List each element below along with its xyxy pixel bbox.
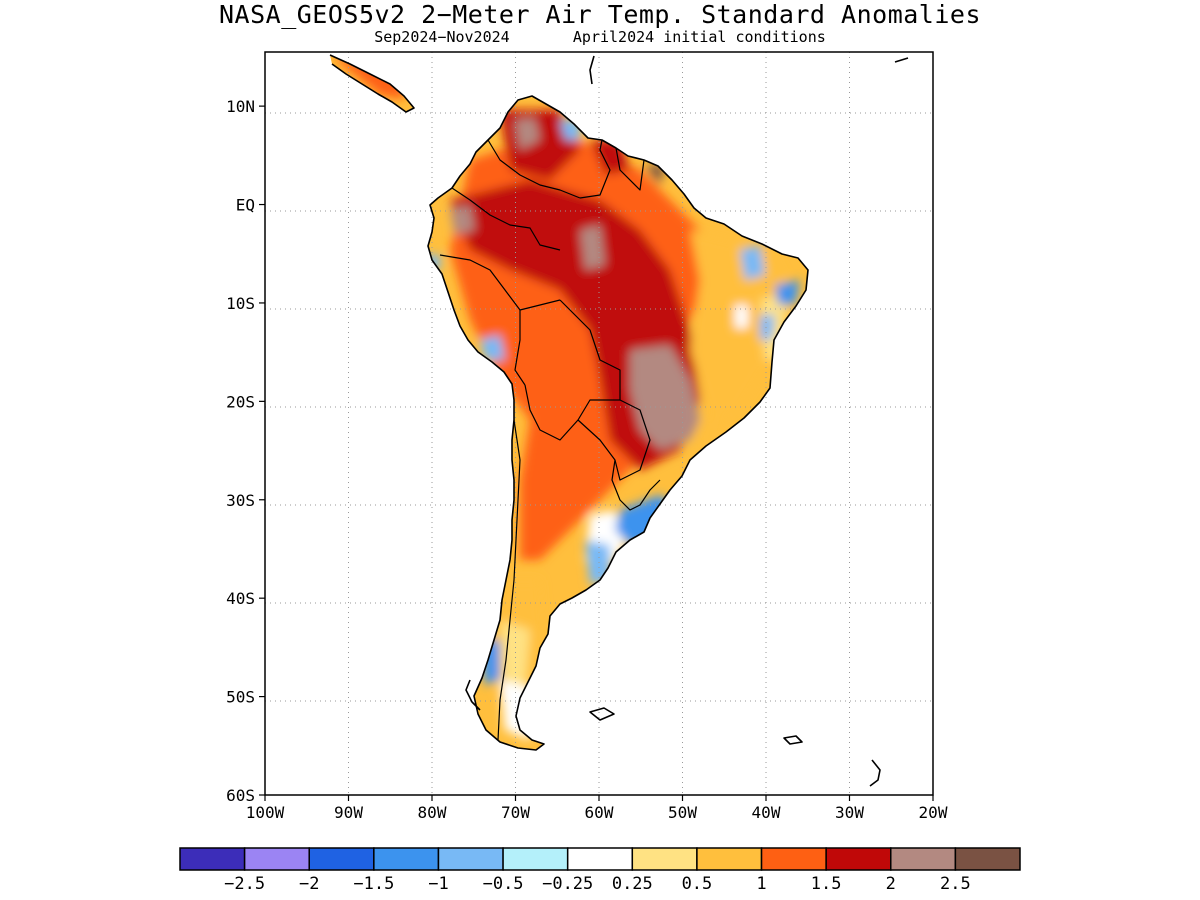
- colorbar-label: −1: [428, 874, 448, 894]
- lon-tick-label: 60W: [585, 803, 614, 822]
- anomaly-field: [330, 55, 808, 750]
- longitude-axis: 100W 90W 80W 70W 60W 50W 40W 30W 20W: [246, 795, 948, 822]
- colorbar-label: 2.5: [940, 874, 971, 894]
- colorbar-label: 0.5: [682, 874, 713, 894]
- colorbar-swatch: [890, 847, 957, 871]
- latitude-axis: 10N EQ 10S 20S 30S 40S 50S 60S: [226, 97, 265, 805]
- lat-tick-label: 40S: [226, 589, 255, 608]
- lon-tick-label: 100W: [246, 803, 285, 822]
- colorbar-label: −0.5: [483, 874, 524, 894]
- lat-tick-label: 10N: [226, 97, 255, 116]
- lon-tick-label: 50W: [668, 803, 697, 822]
- colorbar-label: 2: [886, 874, 896, 894]
- lon-tick-label: 70W: [501, 803, 530, 822]
- country-borders: [439, 139, 661, 741]
- map-subtitle: Sep2024−Nov2024 April2024 initial condit…: [0, 28, 1200, 46]
- colorbar-label: 1.5: [811, 874, 842, 894]
- lon-tick-label: 80W: [418, 803, 447, 822]
- lat-tick-label: 30S: [226, 491, 255, 510]
- initial-conditions: April2024 initial conditions: [572, 28, 826, 46]
- colorbar-swatch: [696, 847, 763, 871]
- colorbar-label: −1.5: [353, 874, 394, 894]
- coastlines: [329, 54, 909, 787]
- map-title: NASA_GEOS5v2 2−Meter Air Temp. Standard …: [218, 0, 981, 29]
- colorbar-label: −2: [299, 874, 319, 894]
- colorbar-swatch: [566, 847, 634, 871]
- colorbar-swatch: [954, 847, 1021, 871]
- colorbar-swatch: [631, 847, 698, 871]
- colorbar: −2.5 −2 −1.5 −1 −0.5 −0.25 0.25 0.5 1 1.5 2 2.5: [179, 847, 1021, 894]
- colorbar-label: −2.5: [224, 874, 265, 894]
- colorbar-swatch: [373, 847, 440, 871]
- lat-tick-label: 10S: [226, 294, 255, 313]
- colorbar-swatch: [825, 847, 892, 871]
- lat-tick-label: 60S: [226, 786, 255, 805]
- colorbar-swatch: [437, 847, 504, 871]
- forecast-period: Sep2024−Nov2024: [374, 28, 510, 46]
- lon-tick-label: 90W: [334, 803, 363, 822]
- lon-tick-label: 20W: [919, 803, 948, 822]
- colorbar-label: −0.25: [542, 874, 593, 894]
- colorbar-label: 0.25: [612, 874, 653, 894]
- colorbar-label: 1: [756, 874, 766, 894]
- colorbar-swatch: [243, 847, 310, 871]
- lon-tick-label: 40W: [752, 803, 781, 822]
- lat-tick-label: 50S: [226, 688, 255, 707]
- lat-tick-label: 20S: [226, 392, 255, 411]
- colorbar-swatch: [179, 847, 246, 871]
- colorbar-swatch: [502, 847, 569, 871]
- colorbar-swatch: [760, 847, 827, 871]
- lon-tick-label: 30W: [835, 803, 864, 822]
- colorbar-swatch: [308, 847, 375, 871]
- lat-tick-label: EQ: [236, 196, 255, 215]
